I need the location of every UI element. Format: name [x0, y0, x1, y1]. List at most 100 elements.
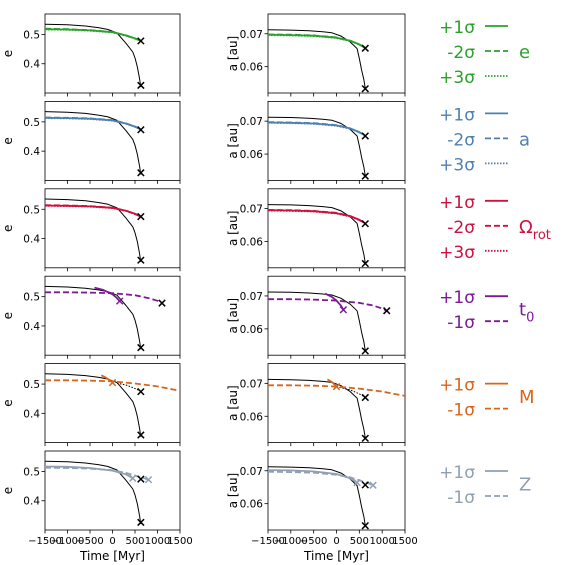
chart-row-M: 0.4 0.5 e 0.06 0.07a [au] +1σ -1σ M	[1, 363, 535, 447]
legend-label: +3σ	[439, 68, 475, 88]
y-axis-label: a [au]	[226, 385, 240, 421]
x-tick-label: −1500	[251, 536, 285, 547]
axes-frame	[44, 363, 181, 444]
y-tick-label: 0.07	[240, 378, 263, 390]
y-tick-label: 0.06	[240, 499, 264, 511]
legend-Omega_rot: +1σ -2σ +3σ Ωrot	[439, 193, 551, 263]
reference-series-line	[45, 198, 142, 262]
end-marker-stroke	[129, 474, 137, 482]
end-marker-stroke	[361, 259, 370, 268]
legend-label: +1σ	[439, 463, 475, 483]
y-tick-label: 0.4	[23, 496, 40, 508]
e-panel-M: 0.4 0.5 e	[1, 363, 181, 447]
end-marker-stroke	[361, 481, 370, 489]
end-marker-stroke	[361, 434, 370, 443]
y-axis-label: e	[1, 137, 15, 144]
end-marker	[137, 169, 145, 177]
end-marker-stroke	[137, 126, 145, 134]
series-line-dashed	[45, 379, 180, 392]
legend-symbol: t0	[519, 300, 534, 326]
y-tick-label: 0.5	[23, 292, 40, 304]
axes-frame	[267, 13, 406, 94]
plot-area	[45, 285, 166, 352]
y-tick-label: 0.4	[23, 408, 40, 420]
e-panel-t0: 0.4 0.5 e	[1, 275, 181, 359]
axes-frame	[267, 363, 406, 444]
legend-symbol: Z	[519, 475, 531, 496]
end-marker-stroke	[137, 387, 145, 396]
e-panel-Omega_rot: 0.4 0.5 e	[1, 188, 181, 272]
plot-area	[45, 23, 145, 90]
legend-label: -1σ	[447, 401, 475, 421]
x-tick-label: 1500	[167, 536, 192, 547]
y-axis-label: a [au]	[226, 211, 240, 247]
end-marker-stroke	[361, 84, 370, 93]
y-tick-label: 0.4	[23, 321, 40, 333]
axes-frame	[267, 275, 406, 356]
end-marker	[137, 518, 145, 527]
y-axis-label: e	[1, 312, 15, 319]
end-marker-stroke	[158, 299, 166, 307]
end-marker	[361, 44, 370, 52]
end-marker-stroke	[137, 518, 145, 527]
end-marker-stroke	[137, 431, 145, 439]
y-tick-label: 0.4	[23, 146, 40, 158]
axes-frame	[267, 101, 406, 181]
y-axis-label: a [au]	[226, 36, 240, 72]
a-panel-a: 0.06 0.07a [au]	[226, 101, 406, 184]
x-axis-label: Time [Myr]	[79, 549, 145, 563]
end-marker	[137, 475, 145, 483]
plot-area	[268, 204, 370, 268]
legend-symbol: M	[519, 387, 535, 408]
reference-series-line	[268, 291, 366, 351]
y-tick-label: 0.07	[240, 291, 263, 303]
axes-frame	[44, 275, 181, 356]
y-tick-label: 0.07	[240, 29, 263, 41]
legend-symbol: Ωrot	[519, 217, 551, 243]
end-marker	[361, 259, 370, 268]
end-marker	[137, 431, 145, 439]
end-marker-stroke	[137, 256, 145, 264]
chart-row-e: 0.4 0.5 e 0.06 0.07a [au] +1σ -2σ +3σ e	[1, 13, 530, 97]
plot-area	[268, 378, 405, 443]
legend-t0: +1σ -1σ t0	[439, 288, 534, 333]
legend-label: -2σ	[447, 130, 475, 150]
legend-label: +1σ	[439, 105, 475, 125]
y-tick-label: 0.07	[240, 466, 263, 478]
y-axis-label: e	[1, 487, 15, 494]
series-line-dashed	[45, 466, 149, 481]
x-tick-label: −500	[76, 536, 103, 547]
legend-label: -2σ	[447, 43, 475, 63]
legend-M: +1σ -1σ M	[439, 376, 534, 421]
reference-series-line	[45, 23, 142, 88]
end-marker-stroke	[115, 297, 124, 305]
chart-row-t0: 0.4 0.5 e 0.06 0.07a [au] +1σ -1σ t0	[1, 275, 534, 359]
legend-e: +1σ -2σ +3σ e	[439, 18, 530, 88]
end-marker	[137, 81, 145, 90]
end-marker	[361, 84, 370, 93]
reference-series-line	[268, 204, 366, 264]
e-panel-e: 0.4 0.5 e	[1, 13, 181, 97]
end-marker-stroke	[108, 378, 117, 387]
end-marker-stroke	[144, 475, 153, 484]
a-panel-e: 0.06 0.07a [au]	[226, 13, 406, 97]
y-axis-label: e	[1, 50, 15, 57]
a-panel-M: 0.06 0.07a [au]	[226, 363, 406, 447]
series-line-dotted	[45, 117, 142, 131]
legend-label: -2σ	[447, 218, 475, 238]
plot-area	[268, 466, 377, 530]
chart-row-a: 0.4 0.5 e 0.06 0.07a [au] +1σ -2σ +3σ a	[1, 101, 530, 184]
plot-area	[268, 291, 391, 355]
end-marker	[369, 481, 377, 489]
end-marker-stroke	[332, 382, 341, 391]
legend-label: -1σ	[447, 488, 475, 508]
y-tick-label: 0.5	[23, 117, 40, 129]
series-line-dashed	[268, 298, 388, 312]
axes-frame	[267, 450, 406, 531]
end-marker-stroke	[137, 343, 145, 352]
plot-area	[45, 373, 180, 439]
end-marker	[137, 387, 145, 396]
